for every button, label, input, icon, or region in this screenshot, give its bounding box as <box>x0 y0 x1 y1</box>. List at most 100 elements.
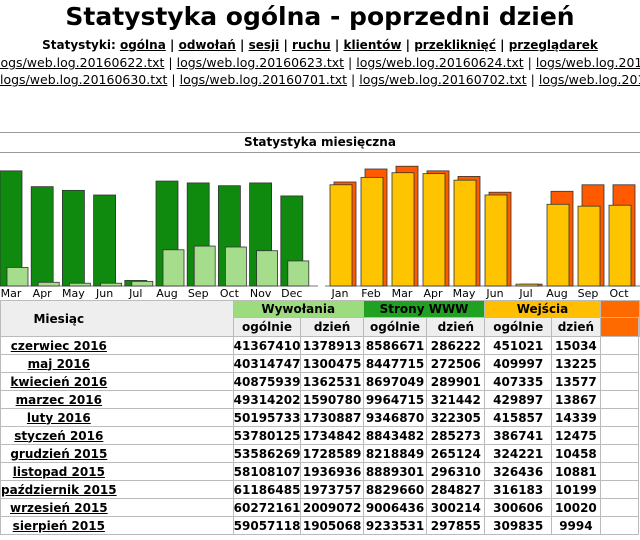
month-link[interactable]: kwiecień 2016 <box>10 374 108 389</box>
month-link[interactable]: maj 2016 <box>27 356 90 371</box>
cell: 50195733 <box>232 408 302 427</box>
log-link[interactable]: logs/web.log.20160624.txt <box>356 55 524 70</box>
log-link[interactable]: logs/web.log.20160625.txt <box>535 55 640 70</box>
month-cell: styczeń 2016 <box>0 426 234 445</box>
monthly-table: Miesiąc Wywołania Strony WWW Wejścia ogólnie… <box>0 300 640 535</box>
separator: | <box>500 38 505 52</box>
separator: | <box>170 38 175 52</box>
cell: 13225 <box>551 354 601 373</box>
data-row: marzec 2016 49314202 1590780 9964715 321442 4… <box>0 390 640 409</box>
month-label: Mar <box>1 287 22 300</box>
log-link[interactable]: logs/web.log.20160702.txt <box>359 72 527 87</box>
cell: 326436 <box>484 462 553 481</box>
month-cell: październik 2015 <box>0 480 234 499</box>
cell: 61186485 <box>232 480 302 499</box>
cell: 10020 <box>551 498 601 517</box>
cell: 12475 <box>551 426 601 445</box>
cell: 53780125 <box>232 426 302 445</box>
month-label: Jun <box>95 287 113 300</box>
cell <box>599 498 640 517</box>
cell <box>599 462 640 481</box>
month-cell: listopad 2015 <box>0 462 234 481</box>
cell: 8218849 <box>362 444 428 463</box>
data-row: kwiecień 2016 40875939 1362531 8697049 28990… <box>0 372 640 391</box>
cell: 309835 <box>484 516 553 535</box>
nav-link[interactable]: klientów <box>343 38 402 52</box>
bar <box>193 245 216 287</box>
bar <box>224 246 247 287</box>
cell: 284827 <box>426 480 486 499</box>
cell: 8889301 <box>362 462 428 481</box>
separator: | <box>171 72 176 87</box>
bar <box>6 267 29 287</box>
cell: 300606 <box>484 498 553 517</box>
month-label: Jun <box>485 287 503 300</box>
log-link[interactable]: logs/web.log.20160622.txt <box>0 55 165 70</box>
cell <box>599 480 640 499</box>
month-label: Aug <box>156 287 177 300</box>
month-link[interactable]: wrzesień 2015 <box>10 500 108 515</box>
group-header: Wywołania <box>232 300 364 318</box>
separator: | <box>334 38 340 52</box>
bar <box>162 249 185 287</box>
cell: 1362531 <box>300 372 364 391</box>
cell: 1730887 <box>300 408 364 427</box>
month-label: Feb <box>361 287 380 300</box>
month-link[interactable]: listopad 2015 <box>12 464 105 479</box>
nav-link[interactable]: przeglądarek <box>508 38 598 52</box>
month-header: Miesiąc <box>0 300 234 337</box>
month-link[interactable]: luty 2016 <box>26 410 91 425</box>
data-row: maj 2016 40314747 1300475 8447715 272506 4099… <box>0 354 640 373</box>
group-header: Wejścia <box>484 300 601 318</box>
separator: | <box>530 72 535 87</box>
nav-link[interactable]: ruchu <box>292 38 331 52</box>
log-link[interactable]: logs/web.log.20160701.txt <box>179 72 348 87</box>
month-link[interactable]: październik 2015 <box>1 482 117 497</box>
cell: 1734842 <box>300 426 364 445</box>
month-label: May <box>453 287 476 300</box>
cell <box>599 372 640 391</box>
cell: 409997 <box>484 354 553 373</box>
log-link[interactable]: logs/web.log.20160703.txt <box>538 72 640 87</box>
log-link[interactable]: logs/web.log.20160630.txt <box>0 72 168 87</box>
subheader: ogólnie <box>484 317 553 337</box>
cell <box>599 390 640 409</box>
month-label: Aug <box>546 287 567 300</box>
nav-link[interactable]: sesji <box>248 38 280 52</box>
log-link[interactable]: logs/web.log.20160623.txt <box>176 55 345 70</box>
bar <box>37 281 60 287</box>
group-header: Strony WWW <box>362 300 486 318</box>
cell: 2009072 <box>300 498 364 517</box>
cell: 265124 <box>426 444 486 463</box>
cell: 386741 <box>484 426 553 445</box>
cell: 296310 <box>426 462 486 481</box>
cell: 415857 <box>484 408 553 427</box>
month-link[interactable]: grudzień 2015 <box>10 446 108 461</box>
month-link[interactable]: styczeń 2016 <box>14 428 104 443</box>
bar <box>608 204 632 287</box>
month-link[interactable]: czerwiec 2016 <box>10 338 107 353</box>
data-row: sierpień 2015 59057118 1905068 9233531 29785… <box>0 516 640 535</box>
cell: 13577 <box>551 372 601 391</box>
cell: 316183 <box>484 480 553 499</box>
month-link[interactable]: sierpień 2015 <box>12 518 105 533</box>
month-cell: marzec 2016 <box>0 390 234 409</box>
month-label: Jul <box>128 287 142 300</box>
nav-link[interactable]: odwołań <box>178 38 236 52</box>
cell: 40314747 <box>232 354 302 373</box>
cell: 58108107 <box>232 462 302 481</box>
nav-link[interactable]: ogólna <box>119 38 166 52</box>
cell: 1973757 <box>300 480 364 499</box>
monthly-charts: Mar Apr May Jun Jul Aug Sep Oct Nov Dec Jan Feb Mar A… <box>0 165 640 300</box>
month-label: May <box>62 287 85 300</box>
month-link[interactable]: marzec 2016 <box>15 392 102 407</box>
cell: 49314202 <box>232 390 302 409</box>
cell: 10199 <box>551 480 601 499</box>
separator: | <box>351 72 356 87</box>
nav-label: Statystyki: <box>42 38 116 52</box>
nav-link[interactable]: przekliknięć <box>414 38 496 52</box>
cell: 13867 <box>551 390 601 409</box>
bar <box>515 283 539 287</box>
cell: 1378913 <box>300 336 364 355</box>
